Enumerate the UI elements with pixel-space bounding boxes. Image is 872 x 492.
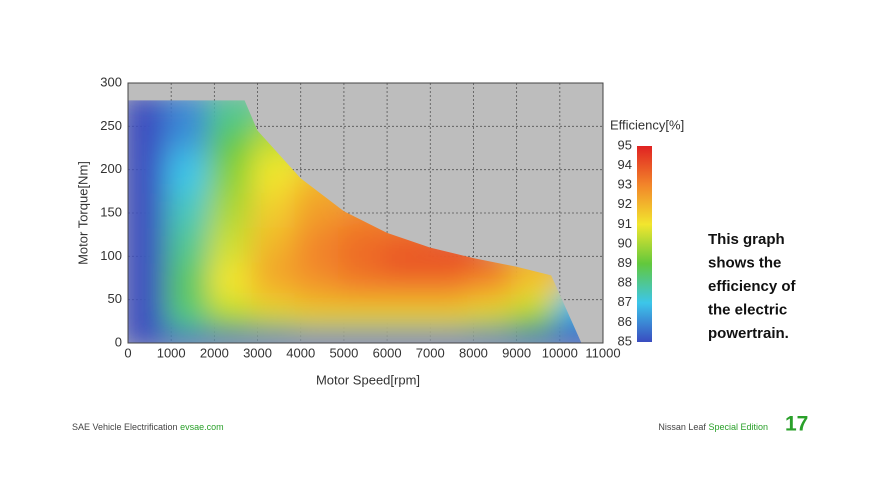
x-tick-label: 0: [124, 345, 131, 360]
colorbar-tick-label: 90: [618, 235, 632, 250]
x-tick-label: 4000: [286, 345, 315, 360]
y-tick-label: 300: [100, 74, 122, 89]
annotation-line: the electric: [708, 301, 787, 318]
colorbar-tick-label: 93: [618, 177, 632, 192]
colorbar-tick-label: 89: [618, 255, 632, 270]
x-tick-label: 2000: [200, 345, 229, 360]
heat-cell: [128, 100, 178, 124]
y-tick-label: 250: [100, 118, 122, 133]
y-tick-label: 0: [115, 334, 122, 349]
x-tick-label: 9000: [502, 345, 531, 360]
annotation-line: powertrain.: [708, 325, 789, 342]
footer-left: SAE Vehicle Electrification evsae.com: [72, 422, 224, 432]
colorbar-tick-label: 88: [618, 275, 632, 290]
colorbar-tick-label: 85: [618, 333, 632, 348]
x-tick-label: 1000: [157, 345, 186, 360]
colorbar: [637, 146, 652, 342]
colorbar-tick-label: 86: [618, 314, 632, 329]
y-tick-label: 150: [100, 204, 122, 219]
plot-frame: [127, 82, 604, 344]
x-tick-label: 7000: [416, 345, 445, 360]
colorbar-tick-label: 87: [618, 294, 632, 309]
y-tick-label: 50: [108, 291, 122, 306]
x-tick-label: 3000: [243, 345, 272, 360]
colorbar-label: Efficiency[%]: [610, 117, 684, 132]
x-axis-label: Motor Speed[rpm]: [316, 372, 420, 387]
annotation-line: This graph: [708, 231, 785, 248]
footer-right: Nissan Leaf Special Edition: [658, 422, 768, 432]
x-tick-label: 8000: [459, 345, 488, 360]
x-tick-label: 11000: [585, 345, 620, 360]
x-tick-label: 10000: [542, 345, 578, 360]
page-number: 17: [785, 413, 808, 436]
colorbar-tick-label: 95: [618, 137, 632, 152]
colorbar-tick-label: 91: [618, 216, 632, 231]
x-tick-label: 6000: [373, 345, 402, 360]
annotation-line: shows the: [708, 254, 781, 271]
y-tick-label: 200: [100, 161, 122, 176]
x-tick-label: 5000: [329, 345, 358, 360]
colorbar-tick-label: 94: [618, 157, 632, 172]
y-tick-label: 100: [100, 248, 122, 263]
colorbar-tick-label: 92: [618, 196, 632, 211]
y-axis-label: Motor Torque[Nm]: [75, 161, 90, 265]
heat-cell: [165, 100, 221, 124]
annotation-line: efficiency of: [708, 278, 797, 295]
